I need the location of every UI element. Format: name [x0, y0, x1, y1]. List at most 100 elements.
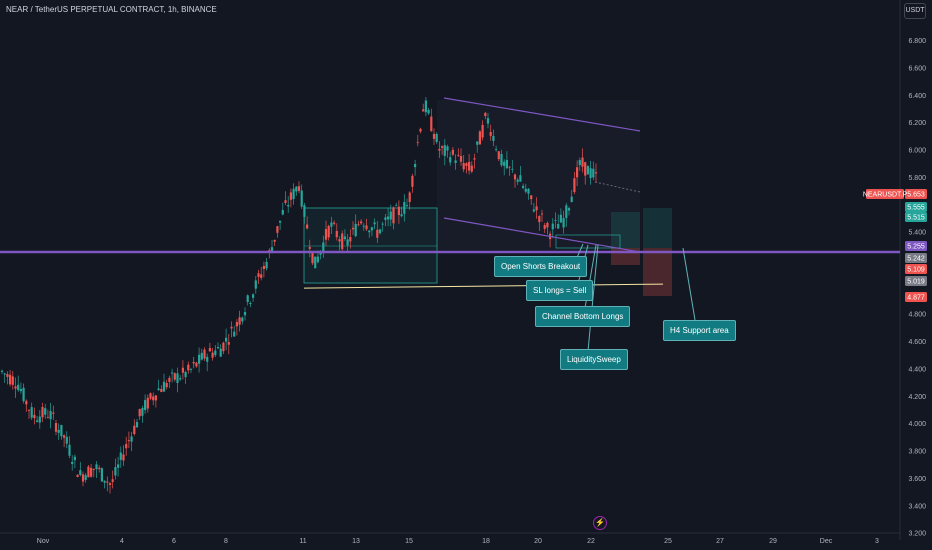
- candle-body: [457, 154, 460, 156]
- candle-body: [376, 229, 379, 238]
- x-tick-label: 15: [405, 538, 413, 545]
- candle-body: [208, 348, 211, 352]
- y-tick-label: 4.600: [908, 339, 926, 346]
- candle-body: [594, 172, 598, 174]
- candle-body: [22, 387, 25, 402]
- candle-body: [592, 168, 595, 178]
- candle-body: [495, 149, 498, 150]
- candle-body: [557, 223, 560, 229]
- candle-body: [370, 227, 373, 231]
- channel-bottom-line: [443, 217, 641, 253]
- candle-body: [584, 162, 587, 176]
- candle-body: [432, 133, 436, 139]
- y-tick-label: 3.400: [908, 503, 926, 510]
- candle-body: [411, 175, 414, 187]
- candle-body: [570, 196, 573, 203]
- candle-body: [243, 311, 247, 316]
- long-target-box-2: [643, 208, 672, 248]
- price-tag-value: 5.555: [907, 205, 925, 212]
- candle-body: [311, 252, 314, 264]
- liquidity-box: [555, 234, 621, 249]
- callout-h4-support[interactable]: H4 Support area: [663, 320, 736, 341]
- candle-body: [524, 188, 527, 192]
- candle-body: [422, 109, 425, 112]
- candle-body: [36, 420, 39, 422]
- candle-body: [397, 206, 400, 216]
- candle-body: [384, 217, 387, 220]
- candle-body: [341, 233, 344, 250]
- price-tag-bg: [905, 264, 927, 274]
- candle-body: [176, 373, 179, 383]
- price-tag: 5.255: [905, 241, 927, 251]
- candle-body: [292, 188, 295, 200]
- candle-body: [500, 153, 503, 166]
- x-tick-label: 11: [299, 538, 306, 545]
- y-tick-label: 6.200: [908, 120, 926, 127]
- candle-body: [270, 247, 274, 253]
- candle-body: [95, 464, 98, 470]
- candle-body: [103, 480, 106, 483]
- callout-channel-bottom[interactable]: Channel Bottom Longs: [535, 306, 631, 327]
- price-tag: 5.109: [905, 264, 927, 274]
- callout-liquidity-sweep[interactable]: LiquiditySweep: [560, 349, 628, 370]
- candle-body: [25, 400, 28, 405]
- candle-body: [252, 294, 255, 298]
- y-tick-label: 6.600: [908, 65, 926, 72]
- candle-body: [276, 226, 279, 233]
- candle-body: [168, 377, 171, 382]
- callout-open-shorts[interactable]: Open Shorts Breakout: [494, 256, 588, 277]
- candle-body: [211, 352, 214, 358]
- candle-body: [246, 295, 249, 303]
- candle-body: [281, 210, 284, 215]
- candle-body: [338, 239, 341, 242]
- candle-body: [6, 373, 9, 377]
- y-tick-label: 3.800: [908, 449, 926, 456]
- candle-body: [462, 163, 465, 170]
- candle-body: [576, 167, 579, 178]
- price-tag: 5.555: [905, 202, 927, 212]
- candle-body: [578, 160, 581, 166]
- x-tick-label: 20: [534, 538, 542, 545]
- price-axis-bg: [900, 0, 932, 550]
- candle-body: [497, 151, 500, 160]
- symbol-tag-bg: [866, 189, 904, 199]
- candle-body: [192, 362, 195, 364]
- y-tick-label: 6.000: [908, 148, 926, 155]
- candle-body: [408, 192, 411, 202]
- candle-body: [200, 352, 203, 360]
- long-stop-box-2: [643, 248, 672, 296]
- callout-sl-longs[interactable]: SL longs = Sell: [526, 280, 594, 301]
- currency-button[interactable]: USDT: [904, 3, 926, 19]
- candle-body: [127, 440, 130, 442]
- candle-body: [17, 384, 20, 391]
- candle-body: [303, 205, 306, 217]
- candle-body: [60, 424, 63, 437]
- candle-body: [284, 200, 287, 203]
- candle-body: [114, 467, 117, 476]
- price-tag: 4.877: [905, 292, 927, 302]
- candle-body: [179, 378, 182, 380]
- candle-body: [111, 479, 114, 482]
- candle-body: [476, 141, 479, 145]
- candle-body: [98, 467, 101, 470]
- candle-body: [554, 220, 557, 221]
- candle-body: [30, 407, 33, 418]
- candle-body: [451, 149, 454, 155]
- candle-body: [41, 406, 44, 418]
- candle-body: [108, 483, 112, 485]
- price-tag-value: 4.877: [907, 295, 925, 302]
- candle-body: [149, 393, 152, 399]
- candle-body: [125, 443, 128, 449]
- candle-body: [235, 322, 238, 327]
- candle-body: [289, 192, 292, 200]
- candle-body: [392, 207, 395, 224]
- candle-body: [427, 109, 430, 114]
- candle-body: [198, 354, 201, 364]
- lightning-icon[interactable]: ⚡: [593, 516, 607, 530]
- x-tick-label: Nov: [37, 538, 50, 545]
- candle-body: [405, 205, 409, 207]
- y-tick-label: 4.400: [908, 366, 926, 373]
- candle-body: [349, 237, 352, 242]
